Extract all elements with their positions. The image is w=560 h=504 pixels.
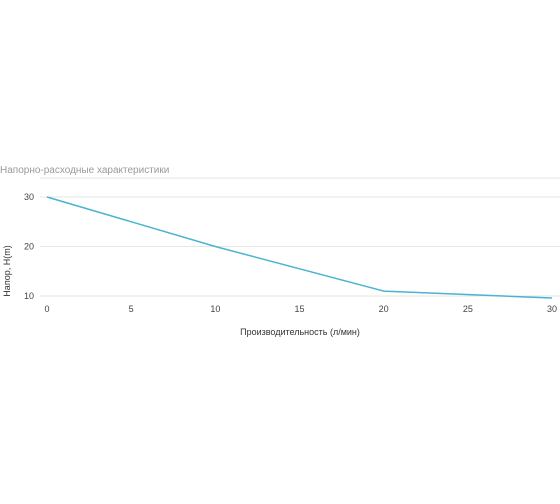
series-line [46,196,553,299]
x-axis-ticks: 0 5 10 15 20 25 30 [44,304,557,314]
x-tick-label: 0 [44,304,49,314]
y-axis-label: Напор, H(m) [2,245,12,296]
y-tick-label: 20 [24,242,34,252]
chart-title: Напорно-расходные характеристики [0,165,170,176]
grid [40,177,560,297]
x-tick-label: 20 [379,304,389,314]
x-tick-label: 10 [210,304,220,314]
x-tick-label: 30 [547,304,557,314]
y-axis-ticks: 10 20 30 [24,192,34,301]
series-layer [46,196,553,299]
y-tick-label: 30 [24,192,34,202]
x-tick-label: 25 [463,304,473,314]
y-tick-label: 10 [24,291,34,301]
x-tick-label: 15 [294,304,304,314]
x-axis-label: Производительность (л/мин) [240,327,360,337]
x-tick-label: 5 [129,304,134,314]
